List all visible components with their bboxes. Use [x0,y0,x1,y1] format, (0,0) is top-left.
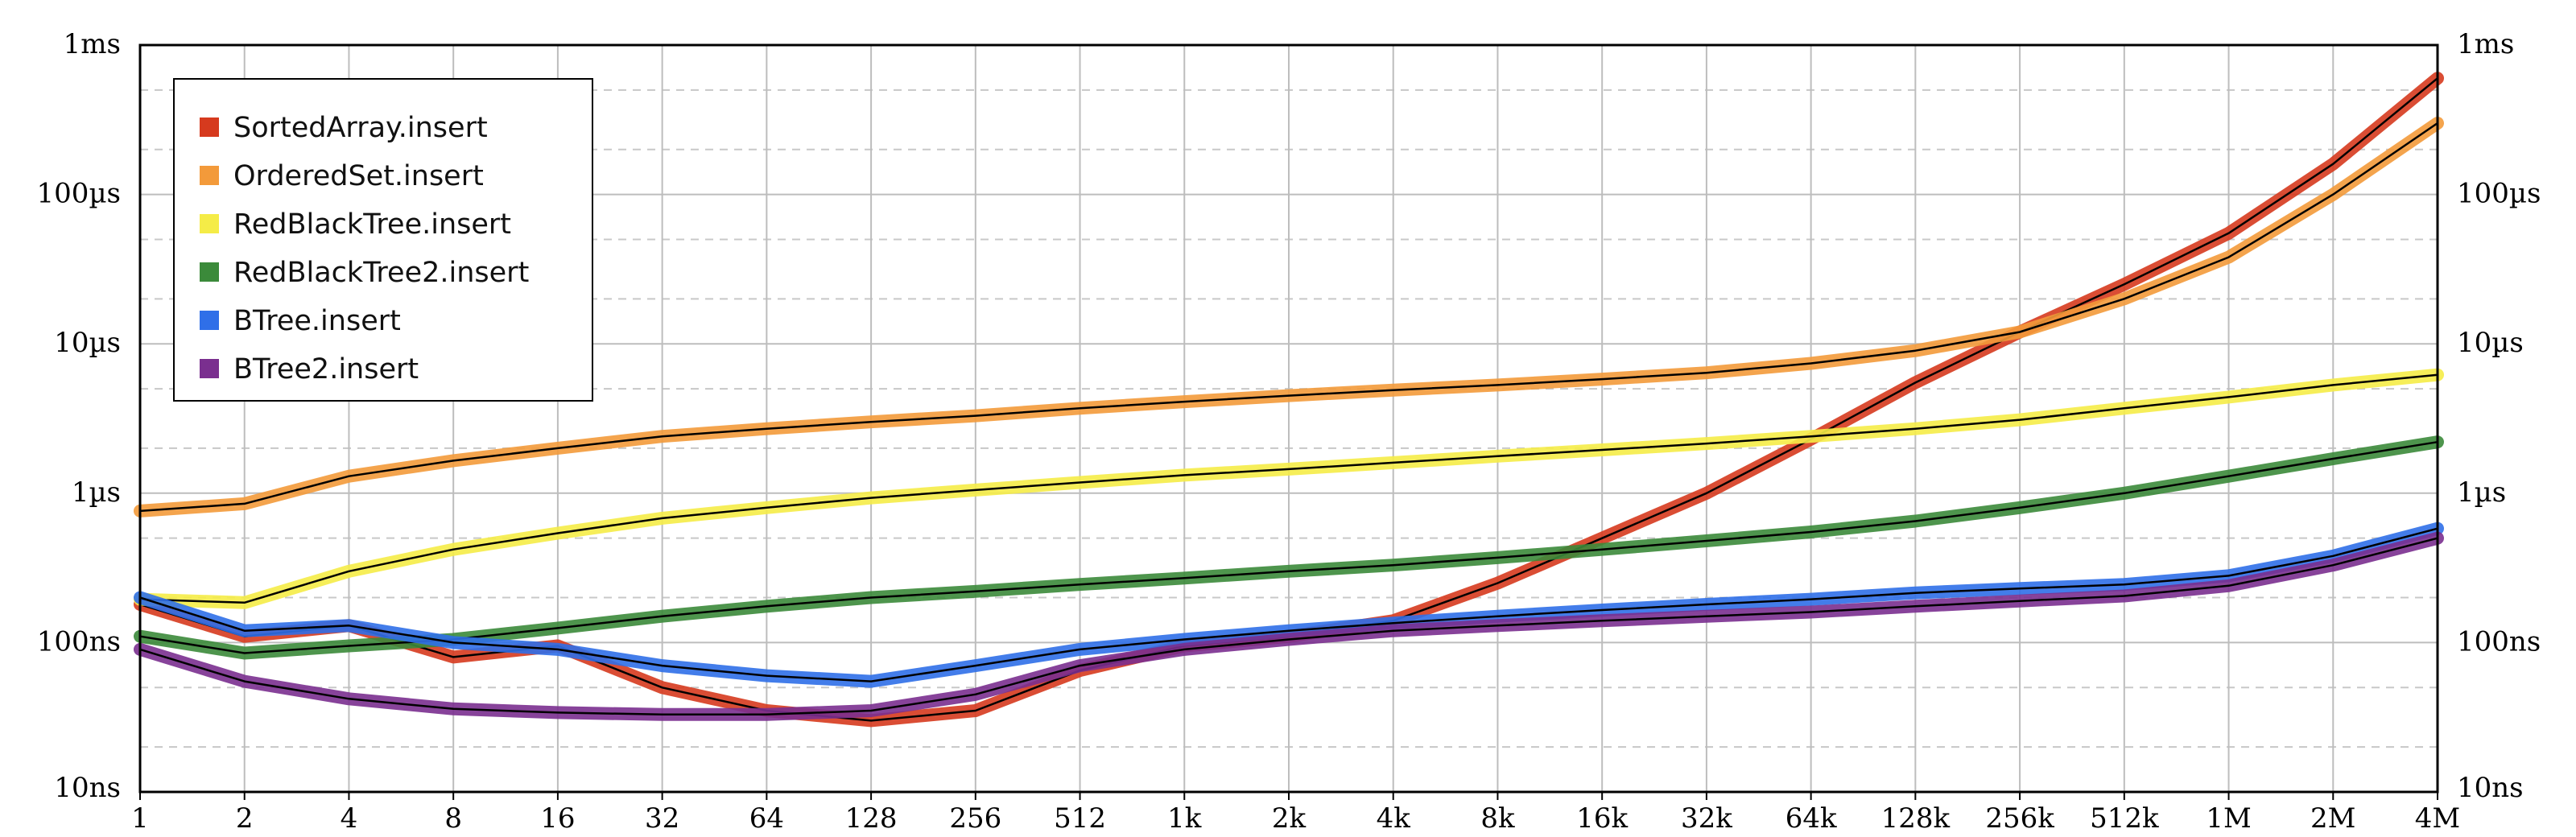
series-lines [134,72,2444,728]
x-tick-label: 8k [1480,802,1515,835]
series-btree-insert [134,522,2444,688]
x-tick-label: 16k [1576,802,1628,835]
x-axis-ticks: 1 2 4 8 16 32 64 128 256 512 1k 2k 4k 8k 16k 32k 64k 128k… [131,792,2460,835]
legend-label-btree2-insert: BTree2.insert [233,353,419,386]
x-tick-label: 2M [2310,802,2355,835]
x-tick-label: 64 [749,802,784,835]
series-line-redblacktree2-insert [138,440,2439,654]
x-tick-label: 4M [2415,802,2460,835]
y-axis-right-ticks: 10ns 100ns 1µs 10µs 100µs 1ms [2457,28,2541,804]
x-tick-label: 32k [1681,802,1732,835]
y-tick-label-left: 1µs [72,476,121,509]
y-tick-label-right: 10ns [2457,772,2524,804]
x-tick-label: 1M [2206,802,2251,835]
y-tick-label-left: 100µs [37,178,121,210]
y-tick-label-right: 100µs [2457,178,2541,210]
series-redblacktree2-insert [134,435,2444,660]
y-axis-left-ticks: 10ns 100ns 1µs 10µs 100µs 1ms [37,28,121,804]
series-orderedset-insert [134,117,2444,517]
x-tick-label: 2k [1272,802,1307,835]
series-redblacktree-insert [134,368,2444,609]
legend-label-redblacktree-insert: RedBlackTree.insert [233,208,511,241]
y-tick-label-right: 1µs [2457,476,2506,509]
series-line-redblacktree-insert [138,373,2439,604]
y-tick-label-left: 1ms [64,28,121,60]
legend-swatch-redblacktree-insert [200,214,219,233]
legend-swatch-orderedset-insert [200,166,219,185]
legend-swatch-sortedarray-insert [200,118,219,137]
series-btree2-insert [134,531,2444,721]
y-tick-label-right: 1ms [2457,28,2514,60]
legend-swatch-redblacktree2-insert [200,262,219,282]
y-tick-label-right: 100ns [2457,625,2541,658]
series-line-btree2-insert [138,537,2439,716]
y-tick-label-right: 10µs [2457,327,2524,359]
legend-box [173,78,593,402]
y-tick-label-left: 10µs [54,327,121,359]
x-tick-label: 16 [540,802,575,835]
x-tick-label: 256k [1985,802,2054,835]
x-tick-label: 1 [131,802,149,835]
series-line-orderedset-insert [138,122,2439,513]
x-tick-label: 128k [1881,802,1951,835]
x-tick-label: 1k [1167,802,1202,835]
legend-swatch-btree-insert [200,311,219,330]
x-tick-label: 64k [1785,802,1837,835]
y-tick-label-left: 10ns [54,772,121,804]
x-tick-label: 4k [1377,802,1411,835]
x-tick-label: 256 [949,802,1001,835]
legend-label-sortedarray-insert: SortedArray.insert [233,112,488,144]
legend-label-btree-insert: BTree.insert [233,305,401,337]
x-tick-label: 128 [845,802,898,835]
y-tick-label-left: 100ns [37,625,121,658]
legend-label-orderedset-insert: OrderedSet.insert [233,160,484,192]
x-tick-label: 8 [444,802,462,835]
legend-swatch-btree2-insert [200,359,219,378]
x-tick-label: 512 [1054,802,1106,835]
x-tick-label: 2 [236,802,254,835]
legend-label-redblacktree2-insert: RedBlackTree2.insert [233,257,529,289]
series-line-btree-insert [138,527,2439,682]
x-tick-label: 4 [341,802,358,835]
x-tick-label: 32 [645,802,679,835]
legend: SortedArray.insert OrderedSet.insert RedBl… [173,78,593,402]
x-tick-label: 512k [2090,802,2159,835]
